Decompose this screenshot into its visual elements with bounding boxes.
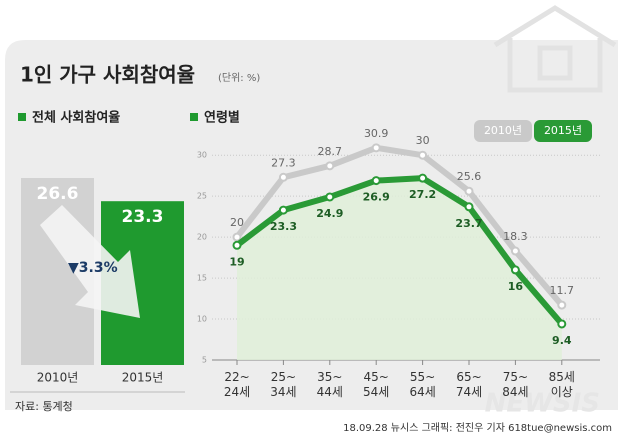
- point: [510, 246, 520, 256]
- x-tick-label: 75~ 84세: [502, 370, 529, 399]
- point: [278, 205, 288, 215]
- legend-box: [474, 120, 532, 142]
- line: [234, 144, 565, 308]
- point: [325, 192, 335, 202]
- point: [418, 173, 428, 183]
- arrow: [40, 205, 140, 318]
- point: [232, 232, 242, 242]
- x-tick-label: 55~ 64세: [409, 370, 436, 399]
- data-label: 16: [508, 280, 524, 293]
- annotation: ▼3.3%: [68, 260, 118, 276]
- data-label: 24.9: [316, 207, 343, 220]
- house-icon: [493, 5, 617, 93]
- bullet: [18, 113, 26, 121]
- data-label: 25.6: [457, 170, 482, 183]
- point: [418, 150, 428, 160]
- source: 자료: 통계청: [15, 400, 73, 413]
- data-label: 23.7: [455, 217, 482, 230]
- point: [371, 143, 381, 153]
- section-title: 전체 사회참여율: [32, 110, 120, 126]
- y-tick-label: 10: [197, 315, 207, 324]
- data-label: 18.3: [503, 230, 528, 243]
- point: [557, 319, 567, 329]
- point: [278, 172, 288, 182]
- x-tick-label: 35~ 44세: [316, 370, 343, 399]
- point: [464, 186, 474, 196]
- data-label: 28.7: [318, 145, 343, 158]
- legend-label: 2015년: [544, 124, 582, 137]
- x-tick-label: 25~ 34세: [270, 370, 297, 399]
- credit: 18.09.28 뉴시스 그래픽: 전진우 기자 618tue@newsis.c…: [343, 422, 612, 434]
- data-label: 26.9: [363, 191, 390, 204]
- legend-label: 2010년: [484, 124, 522, 137]
- x-tick-label: 45~ 54세: [363, 370, 390, 399]
- y-tick-label: 5: [202, 356, 207, 365]
- y-tick-label: 25: [197, 192, 207, 201]
- bullet: [190, 113, 198, 121]
- point: [232, 240, 242, 250]
- y-tick-label: 30: [197, 151, 207, 160]
- bar-value: 26.6: [37, 184, 79, 204]
- point: [325, 161, 335, 171]
- x-tick-label: 22~ 24세: [223, 370, 251, 399]
- data-label: 27.2: [409, 188, 436, 201]
- point: [510, 265, 520, 275]
- point: [371, 176, 381, 186]
- data-label: 30: [416, 134, 430, 147]
- x-tick-label: 65~ 74세: [455, 370, 483, 399]
- point: [557, 300, 567, 310]
- x-tick-label: 85세 이상: [548, 370, 575, 399]
- bar-value: 23.3: [122, 207, 164, 227]
- legend-box: [534, 120, 592, 142]
- data-label: 23.3: [270, 220, 297, 233]
- point: [464, 202, 474, 212]
- y-tick-label: 20: [197, 233, 207, 242]
- data-label: 27.3: [271, 156, 296, 169]
- data-label: 9.4: [552, 334, 572, 347]
- data-label: 20: [230, 216, 244, 229]
- section-title: 연령별: [204, 110, 240, 126]
- watermark: NEWSIS: [485, 389, 600, 419]
- y-tick-label: 15: [197, 274, 207, 283]
- line: [235, 175, 565, 326]
- unit: (단위: %): [218, 71, 260, 84]
- data-label: 30.9: [364, 127, 389, 140]
- data-label: 11.7: [550, 284, 575, 297]
- x-tick-label: 2010년: [37, 371, 79, 385]
- title: 1인 가구 사회참여율: [20, 63, 195, 87]
- x-tick-label: 2015년: [122, 371, 164, 385]
- data-label: 19: [229, 255, 244, 268]
